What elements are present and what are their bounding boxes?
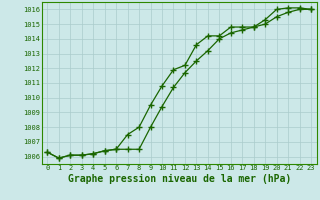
X-axis label: Graphe pression niveau de la mer (hPa): Graphe pression niveau de la mer (hPa) — [68, 174, 291, 184]
